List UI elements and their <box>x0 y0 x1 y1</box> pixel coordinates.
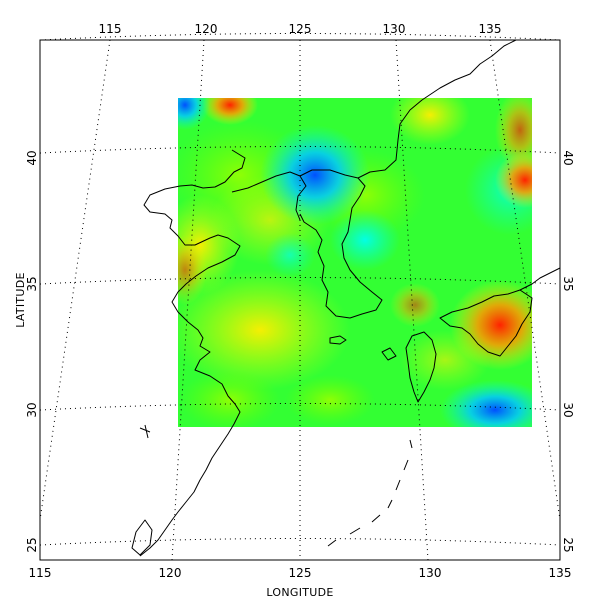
left-tick-label: 30 <box>25 402 39 417</box>
data-field <box>178 98 532 427</box>
top-tick-label: 130 <box>383 22 406 36</box>
bottom-axis: 115 120 125 130 135 <box>29 566 572 580</box>
top-tick-label: 125 <box>289 22 312 36</box>
right-tick-label: 25 <box>561 537 575 552</box>
left-tick-label: 35 <box>25 276 39 291</box>
bottom-tick-label: 120 <box>159 566 182 580</box>
top-tick-label: 135 <box>479 22 502 36</box>
right-axis: 25 30 35 40 <box>561 150 575 552</box>
left-tick-label: 25 <box>25 537 39 552</box>
left-axis: 25 30 35 40 <box>25 150 39 552</box>
bottom-tick-label: 115 <box>29 566 52 580</box>
top-tick-label: 115 <box>99 22 122 36</box>
left-tick-label: 40 <box>25 150 39 165</box>
bottom-tick-label: 125 <box>289 566 312 580</box>
x-axis-title: LONGITUDE <box>266 586 333 599</box>
right-tick-label: 35 <box>561 276 575 291</box>
y-axis-title: LATITUDE <box>14 272 27 328</box>
map-frame <box>39 39 561 561</box>
top-tick-label: 120 <box>195 22 218 36</box>
right-tick-label: 40 <box>561 150 575 165</box>
graticule <box>39 33 561 561</box>
top-axis: 115 120 125 130 135 <box>99 22 502 36</box>
bottom-tick-label: 135 <box>549 566 572 580</box>
right-tick-label: 30 <box>561 402 575 417</box>
bottom-tick-label: 130 <box>419 566 442 580</box>
coastlines <box>131 39 561 557</box>
